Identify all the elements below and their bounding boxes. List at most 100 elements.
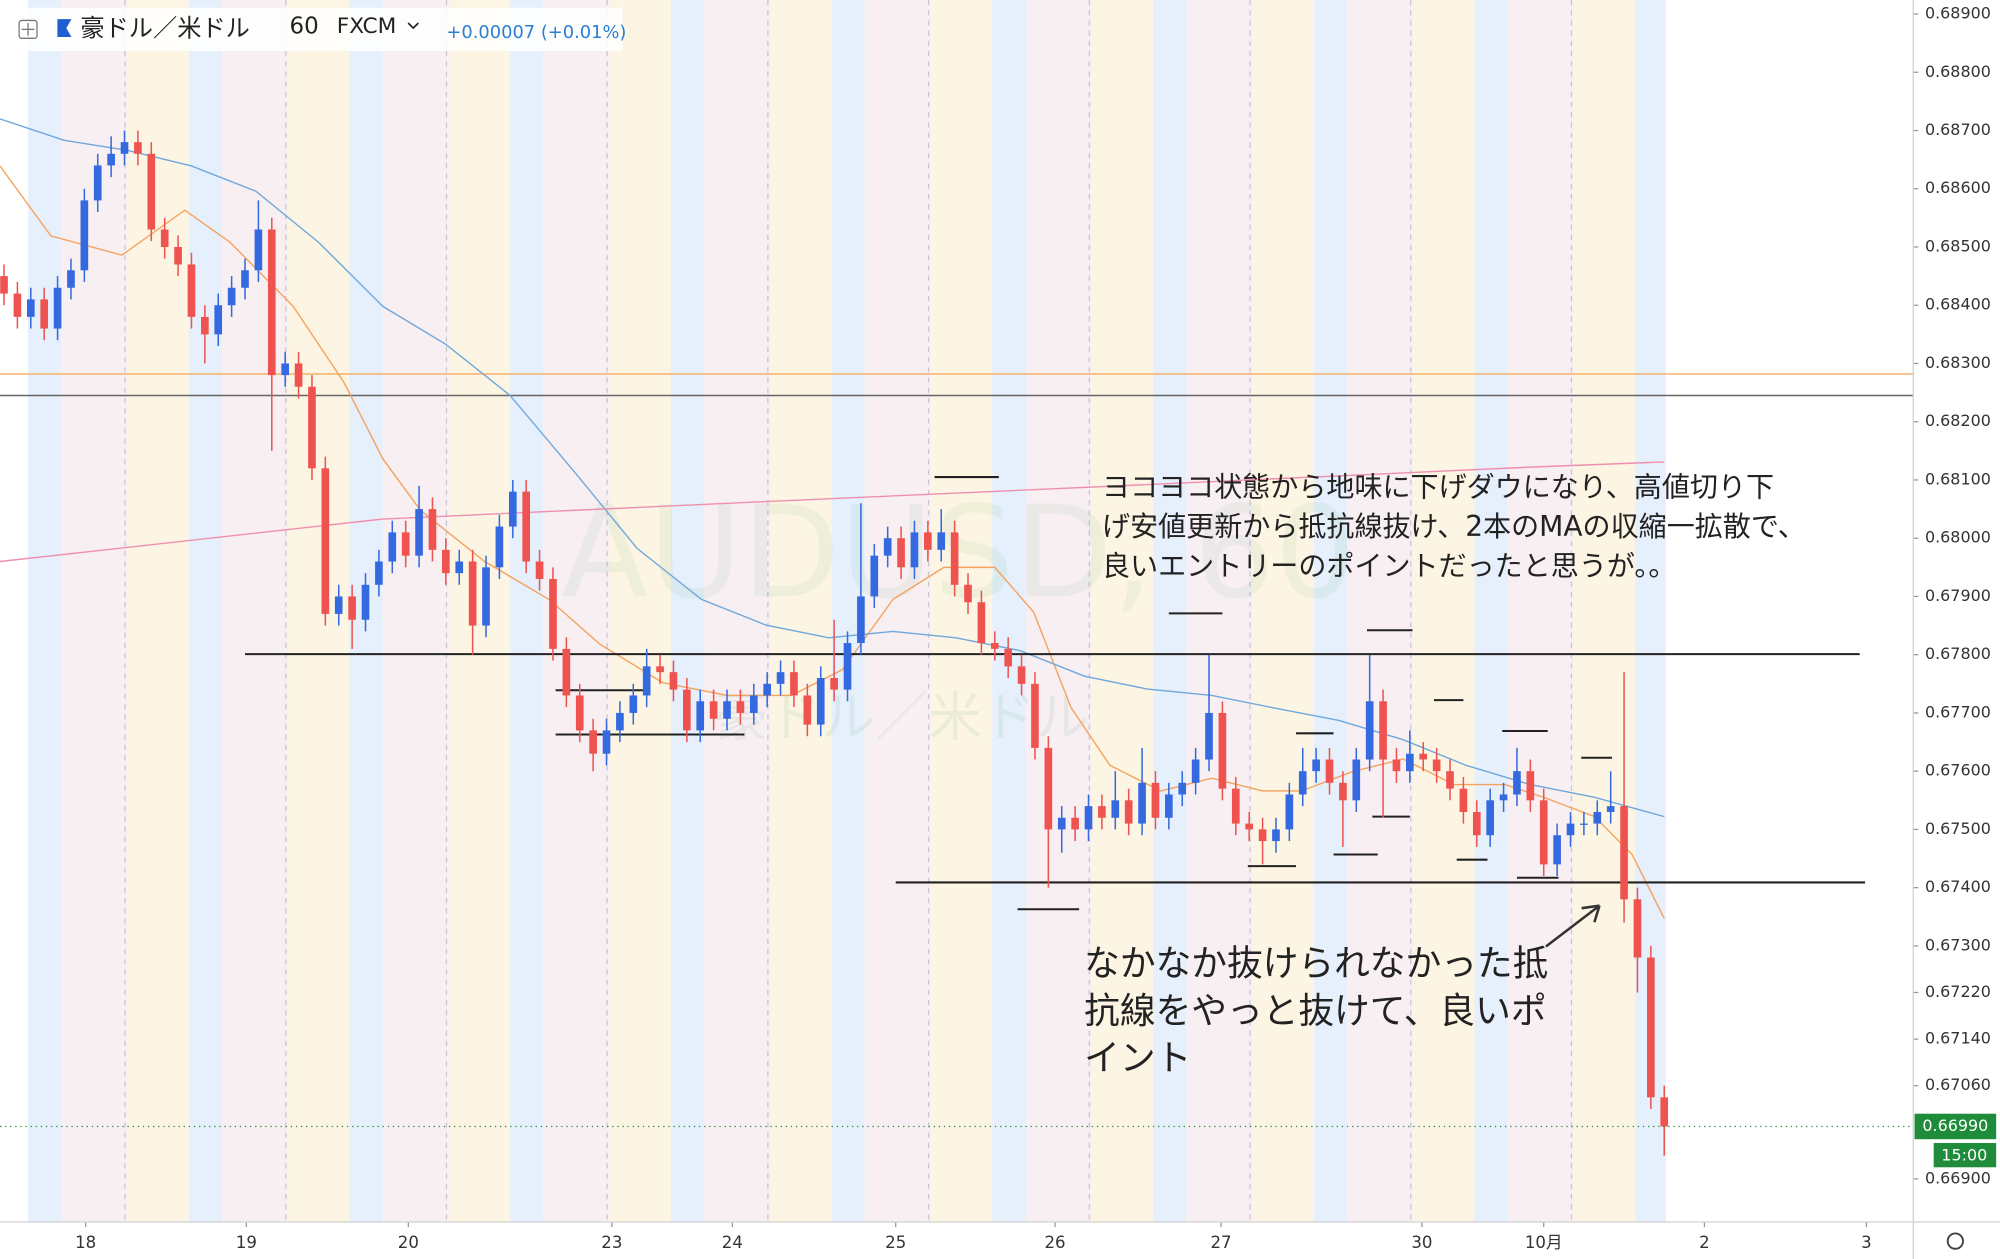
candle-body xyxy=(1620,806,1628,900)
candle-body xyxy=(1205,712,1213,760)
y-tick-label: 0.68700 xyxy=(1925,120,1991,139)
candle-body xyxy=(107,153,115,166)
x-tick-label: 18 xyxy=(75,1233,96,1252)
y-tick-label: 0.68100 xyxy=(1925,469,1991,488)
candle-body xyxy=(1660,1097,1669,1127)
candle-body xyxy=(589,730,597,754)
candle-body xyxy=(1392,759,1401,772)
candle-body xyxy=(549,578,557,649)
interval[interactable]: 60 xyxy=(290,13,319,39)
candle-body xyxy=(388,532,397,562)
y-tick-label: 0.68000 xyxy=(1925,528,1991,547)
candle-body xyxy=(321,468,330,614)
countdown: 15:00 xyxy=(1941,1145,1987,1164)
candle-body xyxy=(1057,817,1066,830)
candle-body xyxy=(147,153,156,230)
candle-body xyxy=(1406,753,1414,772)
arrow-head xyxy=(1581,904,1601,923)
session-band xyxy=(1025,0,1092,1222)
candle-body xyxy=(924,532,932,550)
candle-body xyxy=(642,666,651,696)
candle-body xyxy=(1486,800,1495,836)
candle-body xyxy=(1084,806,1093,830)
candle-body xyxy=(656,666,664,673)
candle-body xyxy=(1513,771,1521,795)
candle-body xyxy=(1472,811,1481,836)
candle-body xyxy=(1138,782,1146,824)
session-band xyxy=(127,0,189,1222)
candle-body xyxy=(669,672,678,690)
candle-body xyxy=(495,526,504,568)
annotation-text: ヨコヨコ状態から地味に下げダウになり、高値切り下 xyxy=(1102,471,1774,504)
session-band xyxy=(1186,0,1253,1222)
candle-body xyxy=(80,200,89,271)
candle-body xyxy=(26,299,35,317)
session-band xyxy=(670,0,705,1222)
last-price-box xyxy=(1914,1113,1997,1140)
candle-body xyxy=(696,701,705,731)
candle-body xyxy=(616,712,624,731)
candle-body xyxy=(455,561,464,574)
y-tick-label: 0.67220 xyxy=(1925,982,1991,1001)
session-band xyxy=(1346,0,1414,1222)
last-price-label: 0.66990 xyxy=(1922,1116,1988,1135)
candle-body xyxy=(1044,747,1053,830)
session-band xyxy=(1313,0,1347,1222)
x-tick-label: 26 xyxy=(1044,1233,1065,1252)
candle-body xyxy=(883,538,892,556)
session-band xyxy=(188,0,222,1222)
session-band xyxy=(221,0,289,1222)
session-band xyxy=(1091,0,1154,1222)
y-tick-label: 0.67600 xyxy=(1925,761,1991,780)
expand-icon[interactable] xyxy=(18,19,38,39)
candle-body xyxy=(1004,648,1013,667)
session-band xyxy=(28,0,62,1222)
candle-body xyxy=(1245,823,1254,830)
candle-body xyxy=(361,584,370,620)
candle-body xyxy=(1647,957,1655,1098)
x-tick-label: 20 xyxy=(398,1233,419,1252)
session-band xyxy=(704,0,771,1222)
candle-body xyxy=(843,643,852,690)
candle-body xyxy=(1379,701,1387,760)
candle-body xyxy=(1459,788,1468,812)
candle-body xyxy=(174,246,182,265)
source: FXCM xyxy=(337,14,397,39)
y-tick-label: 0.68500 xyxy=(1925,236,1991,255)
candle-body xyxy=(629,695,638,713)
watermark: AUDUSD, 60 xyxy=(561,479,1356,627)
candle-body xyxy=(723,701,731,719)
candle-body xyxy=(1432,759,1441,772)
session-band xyxy=(510,0,544,1222)
session-band xyxy=(1413,0,1475,1222)
countdown-box xyxy=(1933,1143,1997,1168)
expand-icon-cross xyxy=(21,22,35,36)
y-tick-label: 0.66900 xyxy=(1925,1168,1991,1187)
settings-icon[interactable] xyxy=(1946,1232,1964,1250)
candle-body xyxy=(562,648,571,696)
candle-body xyxy=(870,555,879,597)
x-tick-label: 25 xyxy=(885,1233,906,1252)
candle-body xyxy=(1272,829,1280,842)
session-band xyxy=(770,0,832,1222)
x-tick-label: 2 xyxy=(1699,1233,1710,1252)
candle-body xyxy=(1633,899,1642,958)
session-band xyxy=(864,0,932,1222)
candle-body xyxy=(1419,753,1428,760)
session-band xyxy=(448,0,511,1222)
symbol[interactable]: 豪ドル／米ドル xyxy=(80,14,250,42)
candle-body xyxy=(294,363,303,387)
candle-body xyxy=(334,596,343,614)
candle-body xyxy=(53,287,62,329)
candle-body xyxy=(482,567,490,626)
candle-body xyxy=(1580,823,1588,825)
candle-body xyxy=(522,491,531,562)
y-tick-label: 0.68300 xyxy=(1925,353,1991,372)
session-band xyxy=(1153,0,1187,1222)
candle-body xyxy=(803,695,812,725)
candle-body xyxy=(964,584,972,603)
annotation-text: なかなか抜けられなかった抵 xyxy=(1084,944,1548,985)
candle-body xyxy=(241,270,249,288)
candle-body xyxy=(790,672,798,696)
